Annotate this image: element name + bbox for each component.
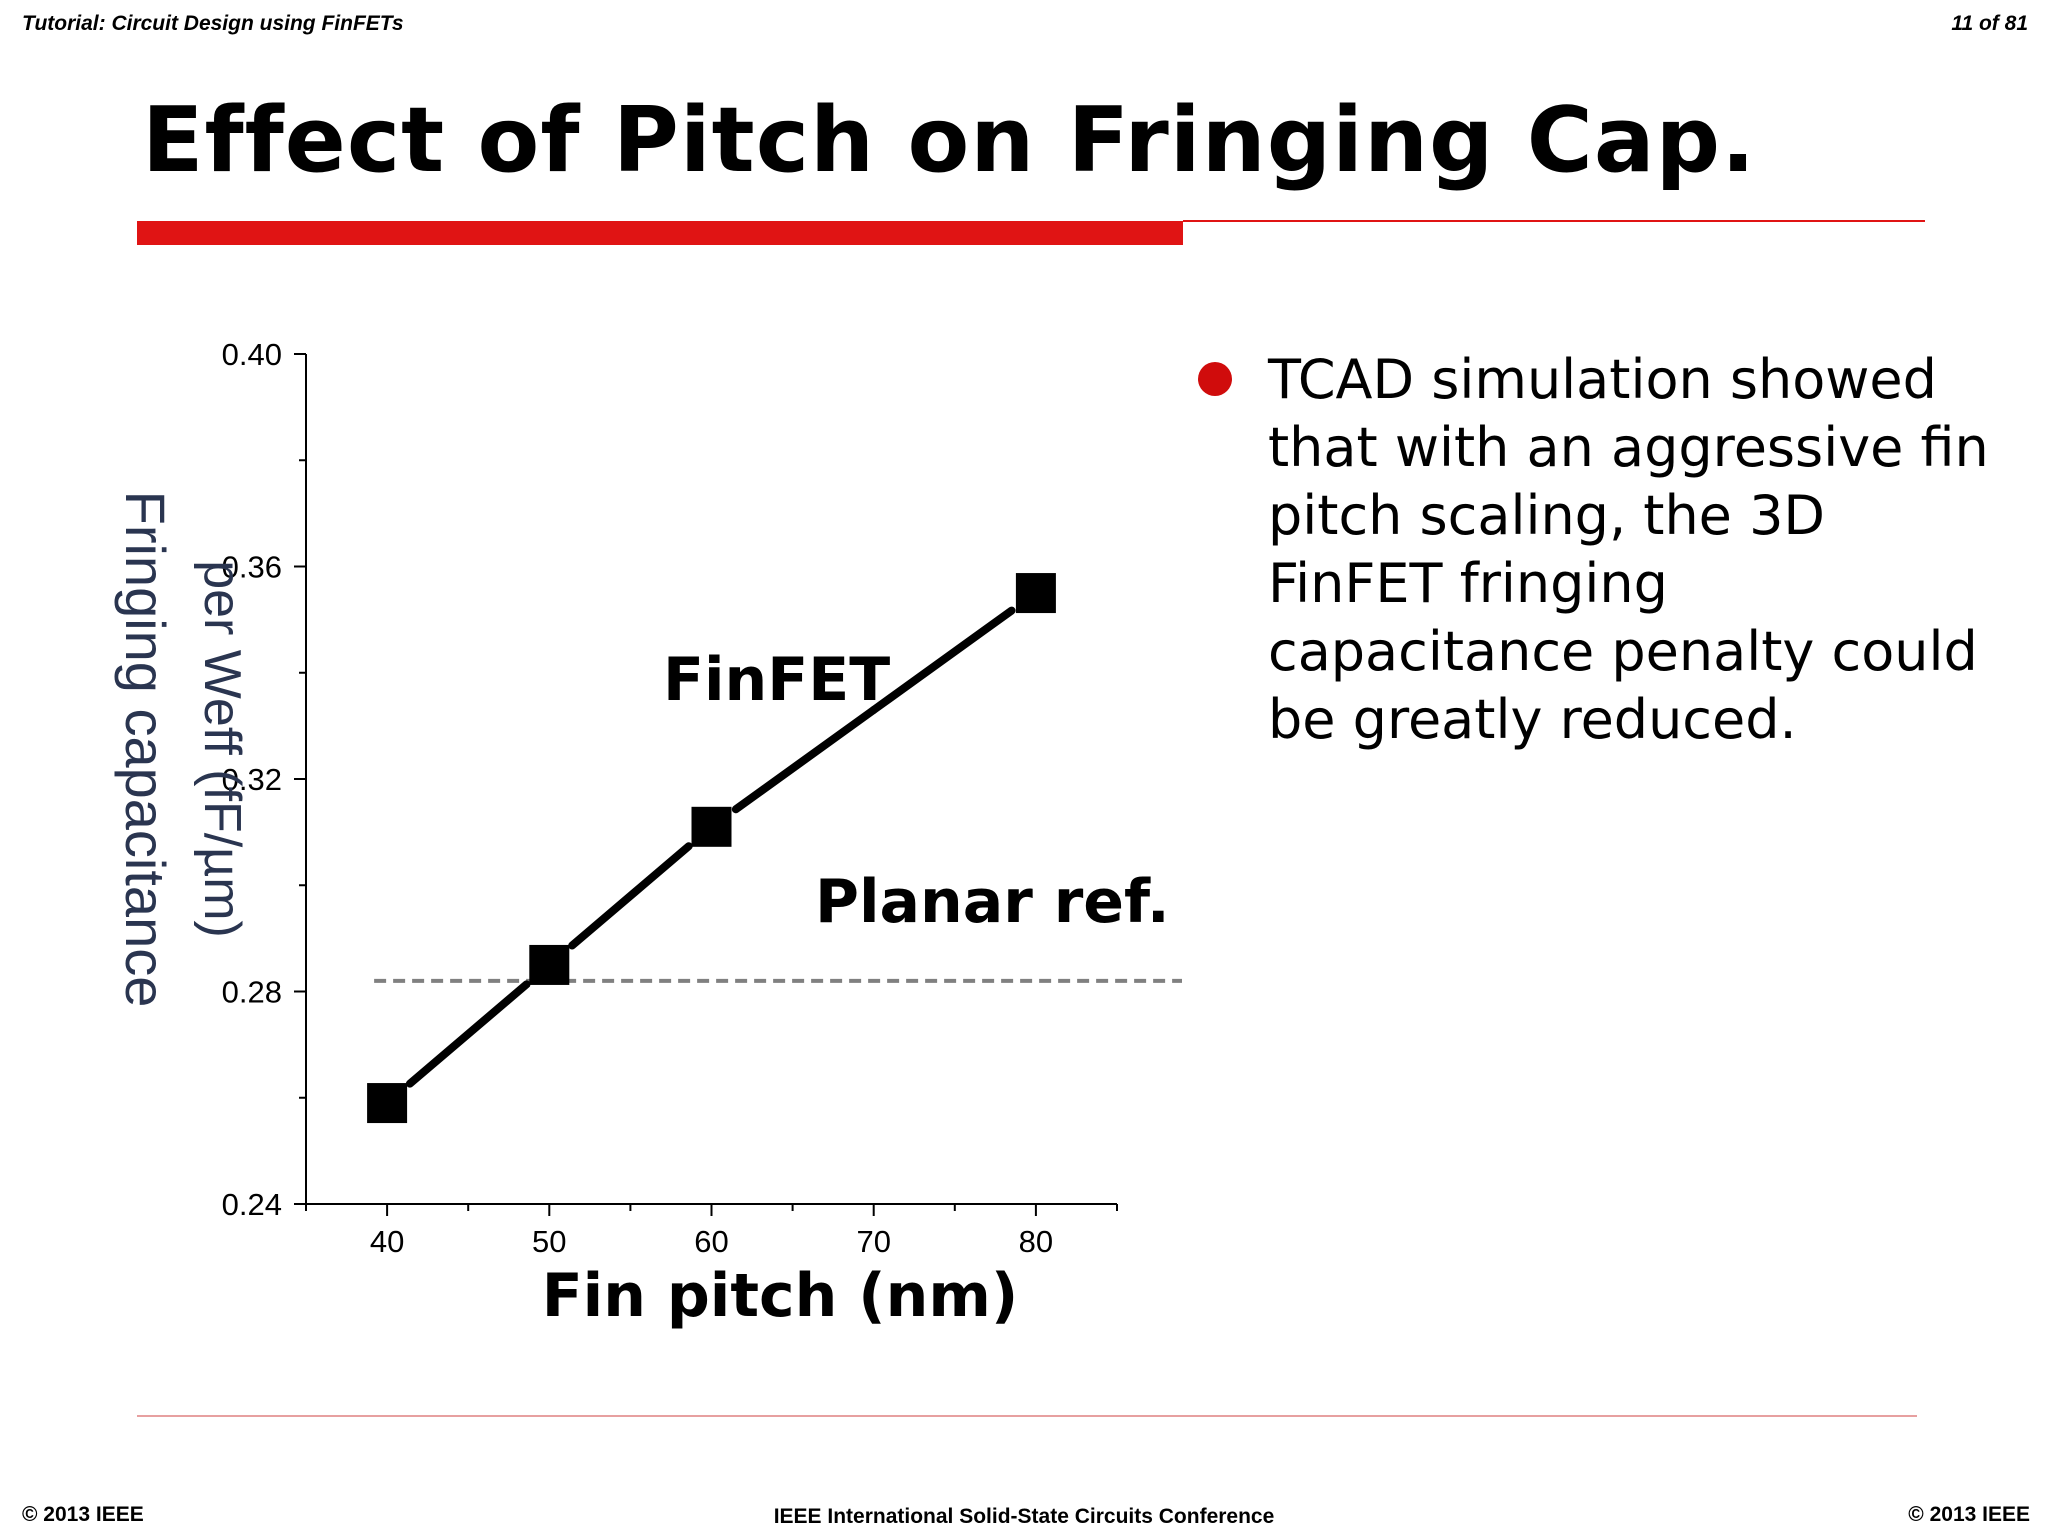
finfet-line-segment [869, 606, 1016, 714]
page-counter: 11 of 81 [1951, 12, 2028, 35]
x-tick-label: 60 [694, 1224, 728, 1259]
y-tick-label: 0.32 [222, 762, 282, 797]
y-tick-label: 0.40 [222, 337, 282, 372]
data-point-square [691, 806, 732, 847]
x-tick-label: 80 [1019, 1224, 1053, 1259]
footer-rule [137, 1415, 1917, 1417]
finfet-series [367, 573, 1056, 1124]
pitch-capacitance-chart: 0.24 0.28 0.32 0.36 0.40 40 50 60 70 80 FinFET Pla… [114, 337, 1182, 1331]
y-axis-title-line2: per Weff (fF/µm) [193, 560, 251, 938]
chart-axes: 0.24 0.28 0.32 0.36 0.40 40 50 60 70 80 [222, 337, 1118, 1259]
y-tick-label: 0.24 [222, 1187, 282, 1222]
x-tick-label: 50 [532, 1224, 566, 1259]
data-point-square [529, 944, 570, 985]
chart-labels: FinFET Planar ref. Fin pitch (nm) Fringing … [114, 491, 1170, 1331]
data-point-square [1015, 573, 1056, 614]
x-tick-label: 40 [370, 1224, 404, 1259]
finfet-series-label: FinFET [663, 645, 890, 715]
title-underline-bar [137, 221, 1183, 245]
finfet-line-segment [568, 842, 693, 950]
planar-ref-label: Planar ref. [815, 867, 1170, 937]
footer-copyright-right: © 2013 IEEE [1908, 1503, 2030, 1526]
y-tick-label: 0.36 [222, 550, 282, 585]
finfet-line-segment [405, 980, 531, 1088]
title-underline-rule [1183, 220, 1925, 222]
finfet-line-segment [731, 705, 878, 814]
bullet-text: TCAD simulation showed that with an aggr… [1268, 348, 1989, 751]
footer-conference: IEEE International Solid-State Circuits … [773, 1505, 1275, 1528]
footer-copyright-left: © 2013 IEEE [22, 1503, 144, 1526]
x-axis-title: Fin pitch (nm) [542, 1261, 1019, 1331]
tutorial-header: Tutorial: Circuit Design using FinFETs [22, 12, 404, 35]
y-axis-title-line1: Fringing capacitance [114, 491, 177, 1008]
slide-title: Effect of Pitch on Fringing Cap. [142, 88, 1757, 193]
bullet-icon [1198, 362, 1232, 396]
y-tick-label: 0.28 [222, 975, 282, 1010]
data-point-square [367, 1083, 408, 1124]
x-tick-label: 70 [856, 1224, 890, 1259]
